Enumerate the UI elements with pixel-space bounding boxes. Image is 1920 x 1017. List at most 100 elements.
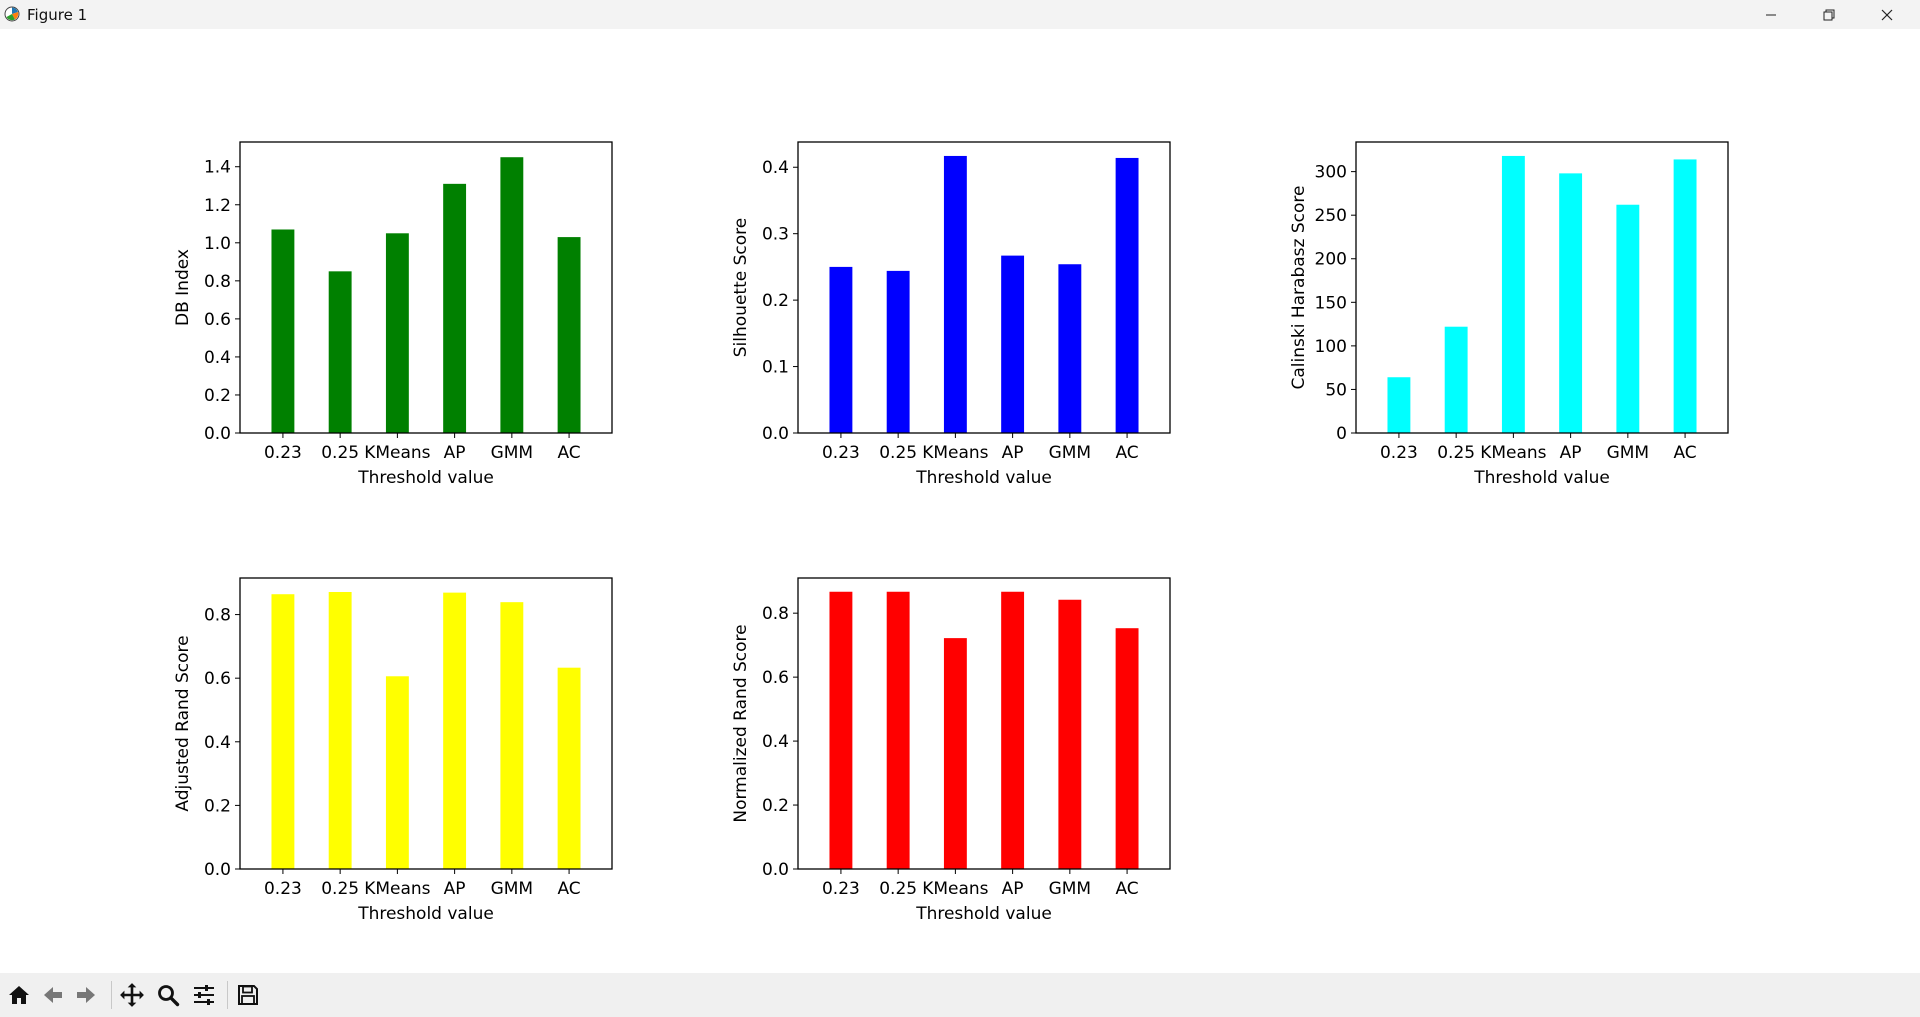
bar-GMM (500, 602, 524, 869)
axes-frame (797, 141, 1171, 434)
y-tick-label: 0.2 (762, 796, 789, 816)
x-tick-label: AP (1002, 879, 1024, 899)
zoom-button[interactable] (153, 980, 183, 1010)
bar-GMM (500, 157, 524, 433)
x-tick-label: 0.25 (321, 443, 359, 463)
y-tick-label: 0.8 (762, 604, 789, 624)
y-tick-label: 200 (1315, 250, 1347, 270)
navigation-toolbar (0, 973, 1920, 1017)
y-tick-label: 0.2 (762, 291, 789, 311)
zoom-magnifier-icon (158, 985, 180, 1007)
bar-KMeans (1501, 155, 1525, 433)
y-tick-label: 0.4 (762, 732, 789, 752)
y-tick-label: 0.1 (762, 358, 789, 378)
bar-0.25 (886, 270, 910, 433)
x-tick-label: 0.23 (822, 879, 860, 899)
bar-GMM (1058, 264, 1082, 433)
save-disk-icon (238, 985, 258, 1005)
bar-GMM (1058, 599, 1082, 869)
bar-0.25 (886, 591, 910, 869)
y-tick-label: 0.8 (204, 606, 231, 626)
x-tick-label: AC (1115, 879, 1138, 899)
x-tick-label: GMM (1049, 879, 1092, 899)
x-tick-label: 0.25 (879, 879, 917, 899)
bar-KMeans (943, 155, 967, 433)
x-tick-label: KMeans (364, 879, 430, 899)
bar-AC (557, 667, 581, 869)
figure-canvas[interactable]: 0.23 0.25 KMeans AP GMM AC 0.0 0.2 0.4 0.6 0.8 1.0 1… (0, 29, 1920, 973)
toolbar-separator (111, 981, 112, 1009)
x-tick-label: GMM (491, 443, 534, 463)
configure-subplots-button[interactable] (189, 980, 219, 1010)
x-tick-label: GMM (1607, 443, 1650, 463)
restore-button[interactable] (1800, 0, 1858, 29)
pan-button[interactable] (117, 980, 147, 1010)
y-tick-label: 0.2 (204, 796, 231, 816)
x-axis-label: Threshold value (1473, 468, 1610, 488)
y-tick-label: 250 (1315, 206, 1347, 226)
forward-arrow-icon (77, 987, 95, 1003)
figure-svg: 0.23 0.25 KMeans AP GMM AC0.00.20.40.60.81.01… (173, 141, 1729, 924)
x-tick-label: GMM (1049, 443, 1092, 463)
y-tick-label: 0.6 (204, 669, 231, 689)
bar-AP (443, 183, 467, 433)
window-titlebar: Figure 1 (0, 0, 1920, 29)
y-tick-label: 1.2 (204, 196, 231, 216)
bar-KMeans (385, 676, 409, 869)
subplot-1: 0.23 0.25 KMeans AP GMM AC 0.0 0.2 0.4 0.6 0.8 1.0 1… (173, 141, 613, 488)
y-tick-label: 0 (1336, 424, 1347, 444)
x-tick-label: KMeans (922, 879, 988, 899)
x-tick-label: AC (1673, 443, 1696, 463)
x-tick-label: AP (1002, 443, 1024, 463)
y-tick-label: 100 (1315, 337, 1347, 357)
pan-move-icon (120, 983, 144, 1007)
x-tick-label: 0.25 (321, 879, 359, 899)
back-arrow-icon (44, 987, 62, 1003)
subplot-2: 0.23 0.25 KMeans AP GMM AC 0.0 0.1 0.2 0.3 0.4 Thre… (731, 141, 1171, 488)
bar-KMeans (943, 638, 967, 869)
x-tick-label: GMM (491, 879, 534, 899)
save-button[interactable] (233, 980, 263, 1010)
bar-AC (1115, 157, 1139, 434)
restore-icon (1823, 9, 1835, 20)
x-tick-label: KMeans (1480, 443, 1546, 463)
bar-0.25 (328, 591, 352, 869)
bar-AP (1559, 173, 1583, 433)
y-tick-label: 0.6 (204, 310, 231, 330)
bar-0.23 (1387, 377, 1411, 433)
bar-0.25 (1444, 326, 1468, 433)
subplot-4: 0.23 0.25 KMeans AP GMM AC 0.0 0.2 0.4 0.6 0.8 Thre… (173, 577, 613, 924)
subplot-3: 0.23 0.25 KMeans AP GMM AC 0 50 100 150 200 250 300 T… (1289, 141, 1729, 488)
x-tick-label: 0.23 (264, 879, 302, 899)
y-tick-label: 1.4 (204, 158, 231, 178)
x-tick-label: KMeans (364, 443, 430, 463)
forward-button[interactable] (71, 980, 101, 1010)
x-tick-label: 0.23 (1380, 443, 1418, 463)
subplot-5: 0.23 0.25 KMeans AP GMM AC 0.0 0.2 0.4 0.6 0.8 Thre… (731, 577, 1171, 924)
y-tick-label: 1.0 (204, 234, 231, 254)
y-tick-label: 0.8 (204, 272, 231, 292)
close-icon (1881, 9, 1893, 20)
x-tick-label: AP (444, 879, 466, 899)
y-tick-label: 0.0 (762, 860, 789, 880)
toolbar-separator (227, 981, 228, 1009)
y-tick-label: 0.4 (204, 733, 231, 753)
y-axis-label: Normalized Rand Score (731, 624, 751, 822)
x-tick-label: 0.23 (822, 443, 860, 463)
y-axis-label: Adjusted Rand Score (173, 635, 193, 811)
y-tick-label: 50 (1325, 380, 1347, 400)
y-tick-label: 0.4 (762, 158, 789, 178)
y-tick-label: 0.6 (762, 668, 789, 688)
axes-frame (797, 577, 1171, 870)
close-button[interactable] (1858, 0, 1916, 29)
x-axis-label: Threshold value (357, 468, 494, 488)
back-button[interactable] (38, 980, 68, 1010)
y-axis-label: Calinski Harabasz Score (1289, 186, 1309, 390)
y-tick-label: 0.0 (204, 860, 231, 880)
y-tick-label: 0.3 (762, 225, 789, 245)
home-button[interactable] (4, 980, 34, 1010)
x-tick-label: 0.23 (264, 443, 302, 463)
minimize-button[interactable] (1742, 0, 1800, 29)
configure-subplots-icon (194, 985, 214, 1005)
x-axis-label: Threshold value (915, 468, 1052, 488)
